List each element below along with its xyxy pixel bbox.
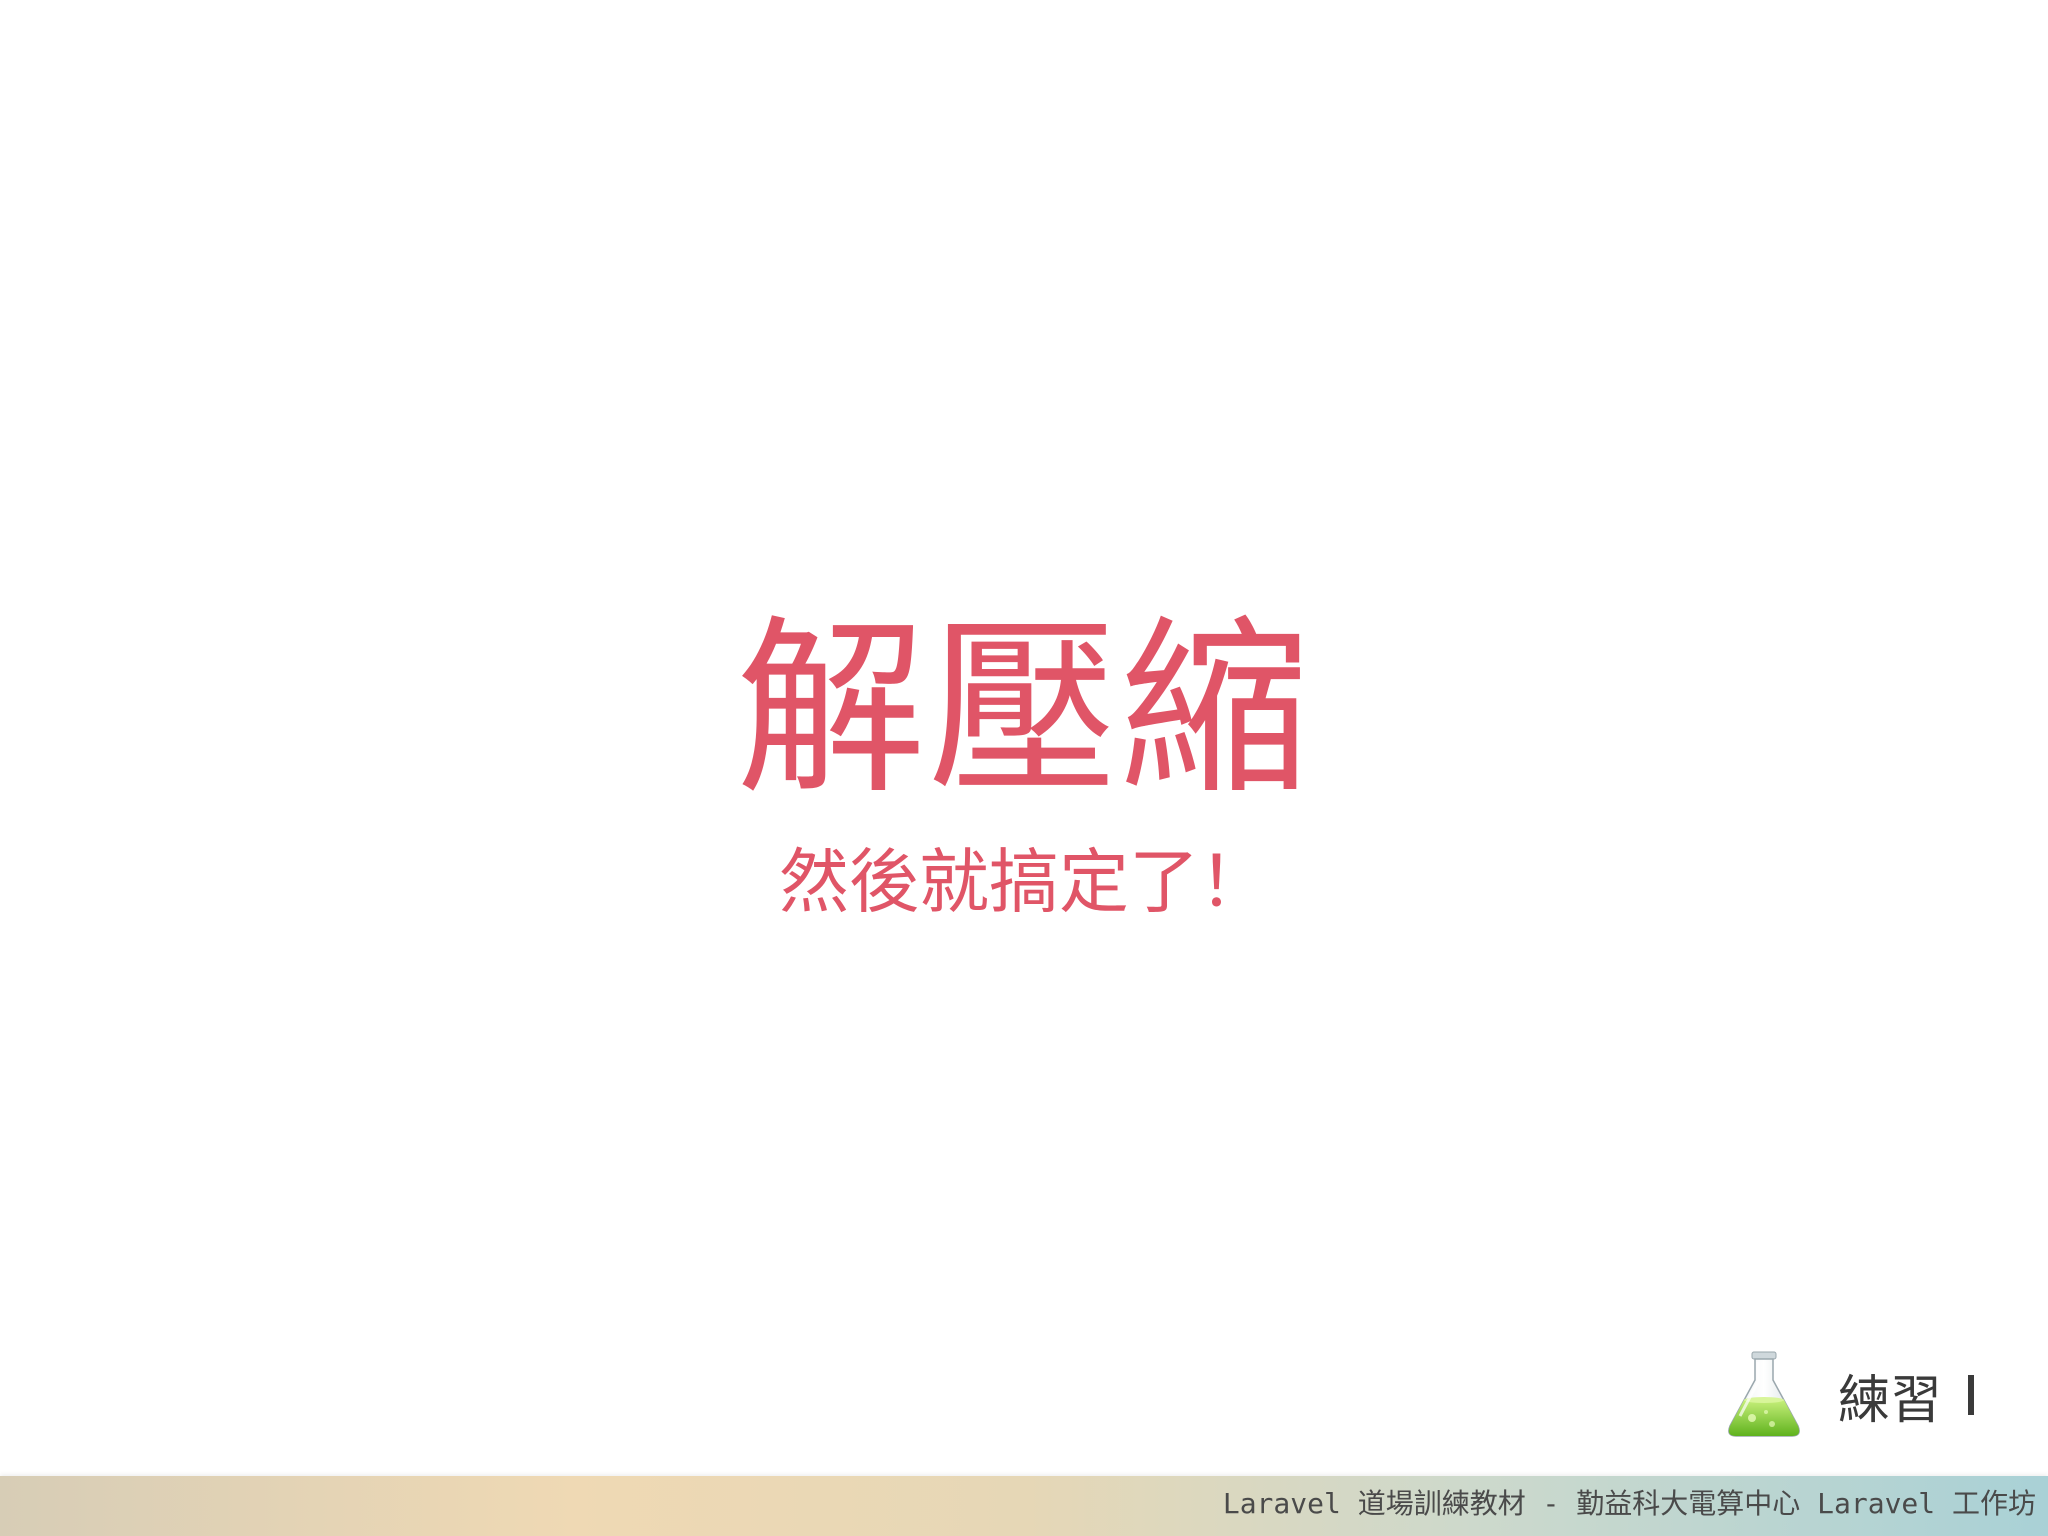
- footer-text: Laravel 道場訓練教材 - 勤益科大電算中心 Laravel 工作坊: [1222, 1487, 2036, 1520]
- badge-divider: [1968, 1375, 1975, 1415]
- exercise-badge: 練習: [1722, 1345, 1975, 1445]
- exercise-label: 練習: [1838, 1370, 1943, 1431]
- footer-bar: Laravel 道場訓練教材 - 勤益科大電算中心 Laravel 工作坊: [0, 1476, 2048, 1536]
- slide-title: 解壓縮: [735, 599, 1312, 820]
- slide-subtitle: 然後就搞定了！: [779, 841, 1269, 923]
- flask-icon: [1728, 1351, 1800, 1437]
